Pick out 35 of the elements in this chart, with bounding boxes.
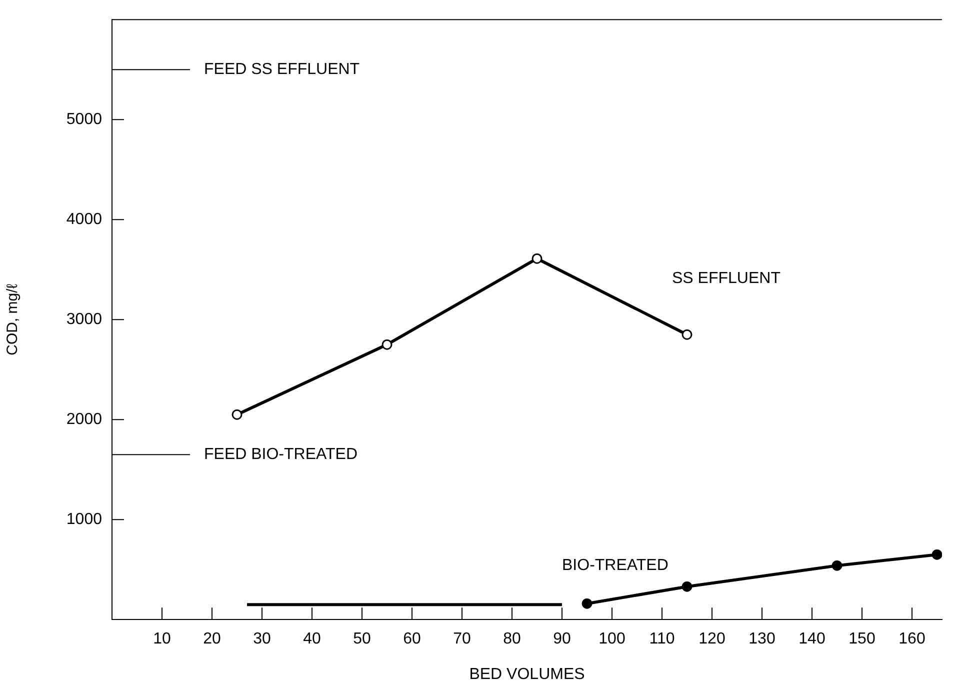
x-tick-label: 50 — [353, 630, 371, 648]
y-tick-label: 2000 — [66, 411, 102, 428]
series-label: BIO-TREATED — [562, 557, 668, 574]
x-tick-label: 130 — [748, 630, 776, 648]
point — [832, 560, 842, 571]
y-tick-label: 3000 — [66, 311, 102, 328]
y-tick-label: 4000 — [66, 211, 102, 228]
ref-line-label: FEED BIO-TREATED — [204, 446, 358, 464]
text: SS EFFLUENT — [672, 270, 781, 288]
x-axis-title: BED VOLUMES — [469, 666, 585, 683]
x-tick-label: 160 — [898, 630, 926, 648]
x-tick-label: 150 — [848, 630, 876, 648]
point — [582, 598, 592, 609]
ref-line-label: FEED SS EFFLUENT — [204, 61, 360, 78]
x-tick-label: 100 — [598, 630, 626, 648]
y-axis-title: COD, mg/ℓ — [4, 284, 22, 356]
x-tick-label: 10 — [153, 630, 171, 648]
x-tick-label: 120 — [698, 630, 726, 648]
x-tick-label: 20 — [203, 630, 221, 648]
point — [682, 329, 692, 340]
point — [232, 409, 242, 420]
point — [532, 253, 542, 264]
x-tick-label: 60 — [403, 630, 421, 648]
point — [682, 581, 692, 592]
point — [382, 339, 392, 350]
x-tick-label: 110 — [649, 630, 675, 648]
x-tick-label: 80 — [503, 630, 521, 648]
y-tick-label: 1000 — [66, 511, 102, 528]
y-tick-label: 5000 — [66, 111, 102, 128]
x-tick-label: 40 — [303, 630, 321, 648]
x-tick-label: 30 — [253, 630, 271, 648]
x-tick-label: 90 — [553, 630, 571, 648]
x-tick-label: 70 — [453, 630, 471, 648]
point — [932, 549, 942, 560]
x-tick-label: 140 — [798, 630, 826, 648]
